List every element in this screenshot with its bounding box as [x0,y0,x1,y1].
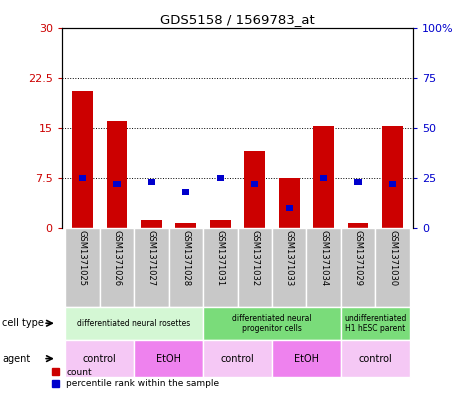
Text: GSM1371026: GSM1371026 [113,230,122,286]
Bar [65,228,100,307]
Text: cell type: cell type [2,318,44,328]
Bar [100,228,134,307]
Text: EtOH: EtOH [294,354,319,364]
Bar [210,220,230,228]
Bar [203,228,238,307]
Bar [341,340,410,377]
Bar [203,340,272,377]
Text: GSM1371028: GSM1371028 [181,230,190,286]
Text: GSM1371027: GSM1371027 [147,230,156,286]
Bar [65,340,134,377]
Bar [354,179,362,185]
Bar [279,178,300,228]
Text: GSM1371029: GSM1371029 [353,230,362,286]
Bar [285,205,293,211]
Text: undifferentiated
H1 hESC parent: undifferentiated H1 hESC parent [344,314,407,333]
Bar [238,228,272,307]
Bar [169,228,203,307]
Bar [106,121,127,228]
Bar [203,307,341,340]
Bar [72,91,93,228]
Text: GSM1371030: GSM1371030 [388,230,397,286]
Bar [375,228,410,307]
Bar [65,307,203,340]
Bar [382,127,403,228]
Text: differentiated neural rosettes: differentiated neural rosettes [77,319,191,328]
Text: control: control [220,354,255,364]
Bar [272,228,306,307]
Bar [251,181,258,187]
Bar [341,228,375,307]
Bar [348,222,369,228]
Text: GSM1371032: GSM1371032 [250,230,259,286]
Title: GDS5158 / 1569783_at: GDS5158 / 1569783_at [160,13,315,26]
Bar [79,175,86,180]
Bar [320,175,327,180]
Bar [389,181,396,187]
Bar [245,151,265,228]
Bar [134,340,203,377]
Text: GSM1371025: GSM1371025 [78,230,87,286]
Bar [141,220,162,228]
Text: GSM1371033: GSM1371033 [285,230,294,286]
Text: EtOH: EtOH [156,354,181,364]
Text: control: control [359,354,392,364]
Text: GSM1371031: GSM1371031 [216,230,225,286]
Bar [272,340,341,377]
Text: agent: agent [2,354,30,364]
Text: differentiated neural
progenitor cells: differentiated neural progenitor cells [232,314,312,333]
Bar [182,189,190,195]
Bar [148,179,155,185]
Bar [341,307,410,340]
Bar [314,127,334,228]
Legend: count, percentile rank within the sample: count, percentile rank within the sample [52,368,219,389]
Text: GSM1371034: GSM1371034 [319,230,328,286]
Text: control: control [83,354,116,364]
Bar [175,222,196,228]
Bar [217,175,224,180]
Bar [113,181,121,187]
Bar [306,228,341,307]
Bar [134,228,169,307]
